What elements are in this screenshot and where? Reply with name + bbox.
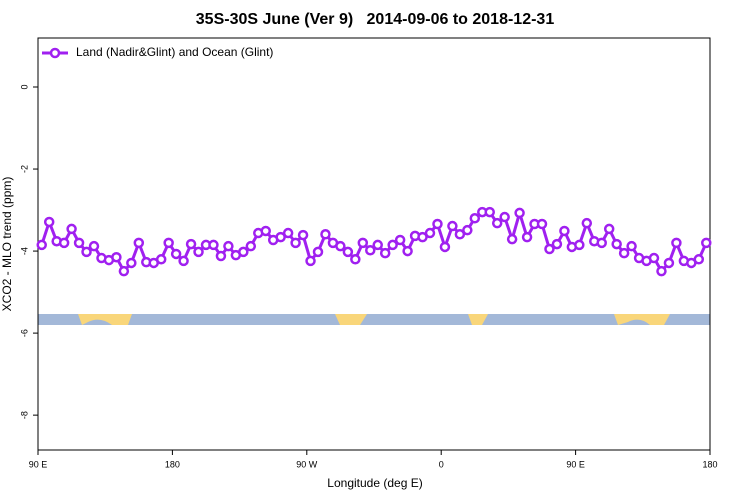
data-point xyxy=(506,233,518,245)
data-point xyxy=(663,257,675,269)
data-point xyxy=(402,245,413,257)
data-point xyxy=(424,227,436,239)
data-point xyxy=(521,231,533,243)
data-point xyxy=(462,224,473,236)
data-point xyxy=(394,234,406,246)
data-point xyxy=(36,239,47,251)
data-point xyxy=(260,225,271,237)
data-point xyxy=(469,213,481,224)
data-point xyxy=(648,252,660,264)
data-point xyxy=(618,247,630,259)
data-point xyxy=(43,216,55,228)
data-point xyxy=(432,218,443,230)
data-point xyxy=(484,206,495,218)
data-point xyxy=(701,237,712,249)
data-point xyxy=(66,223,77,235)
data-point xyxy=(559,225,570,237)
data-point xyxy=(282,227,294,239)
data-point xyxy=(170,248,182,260)
data-point xyxy=(185,238,197,250)
data-point xyxy=(417,231,428,243)
data-point xyxy=(626,240,637,252)
data-point xyxy=(111,251,122,263)
chart-title: 35S-30S June (Ver 9) 2014-09-06 to 2018-… xyxy=(196,11,555,28)
data-point xyxy=(178,255,189,267)
x-tick-label: 180 xyxy=(165,459,180,469)
data-point xyxy=(73,237,85,249)
data-point xyxy=(514,207,525,219)
data-point xyxy=(357,237,369,249)
y-tick-label: -6 xyxy=(19,329,29,337)
legend-marker xyxy=(49,47,61,59)
data-point xyxy=(491,217,503,229)
legend-label: Land (Nadir&Glint) and Ocean (Glint) xyxy=(76,45,273,59)
data-point xyxy=(238,246,249,258)
data-point xyxy=(133,237,145,249)
data-point xyxy=(155,254,167,265)
data-point xyxy=(297,229,309,241)
data-point xyxy=(223,240,234,252)
x-axis-label: Longitude (deg E) xyxy=(327,476,422,490)
data-point xyxy=(454,229,466,240)
y-tick-label: -8 xyxy=(19,411,29,419)
y-tick-label: -4 xyxy=(19,247,29,255)
data-point xyxy=(671,237,682,249)
data-point xyxy=(574,239,585,251)
y-axis-label: XCO2 - MLO trend (ppm) xyxy=(0,177,14,312)
x-tick-label: 180 xyxy=(702,459,717,469)
data-point xyxy=(350,254,361,265)
data-point xyxy=(275,231,286,243)
data-point xyxy=(447,220,458,232)
data-point xyxy=(379,247,391,259)
x-tick-label: 90 W xyxy=(296,459,318,469)
x-tick-label: 90 E xyxy=(29,459,48,469)
data-point xyxy=(596,237,607,249)
data-point xyxy=(245,240,257,252)
data-point xyxy=(342,246,354,258)
data-point xyxy=(372,239,383,251)
data-point xyxy=(693,254,705,265)
x-tick-label: 0 xyxy=(439,459,444,469)
data-point xyxy=(312,246,324,258)
x-tick-label: 90 E xyxy=(566,459,585,469)
data-point xyxy=(126,257,137,269)
data-point xyxy=(551,238,563,250)
data-point xyxy=(387,239,398,251)
data-point xyxy=(88,240,100,252)
data-point xyxy=(544,243,555,255)
y-tick-label: 0 xyxy=(19,85,29,90)
data-point xyxy=(439,241,451,253)
data-point xyxy=(335,240,346,252)
data-point xyxy=(499,211,510,223)
land-ocean-strip xyxy=(38,314,710,325)
y-tick-label: -2 xyxy=(19,165,29,173)
data-point xyxy=(290,237,301,249)
data-point xyxy=(163,237,174,249)
data-point xyxy=(208,239,219,251)
data-point xyxy=(365,245,376,256)
data-point xyxy=(581,217,593,229)
data-point xyxy=(81,246,92,258)
data-point xyxy=(611,238,622,250)
data-point xyxy=(320,229,331,240)
data-point xyxy=(603,223,615,235)
data-point xyxy=(118,265,130,277)
data-point xyxy=(656,265,667,277)
data-point xyxy=(193,246,204,258)
data-point xyxy=(536,218,548,230)
data-point xyxy=(215,250,227,262)
data-point xyxy=(58,237,70,249)
data-point xyxy=(305,255,316,267)
